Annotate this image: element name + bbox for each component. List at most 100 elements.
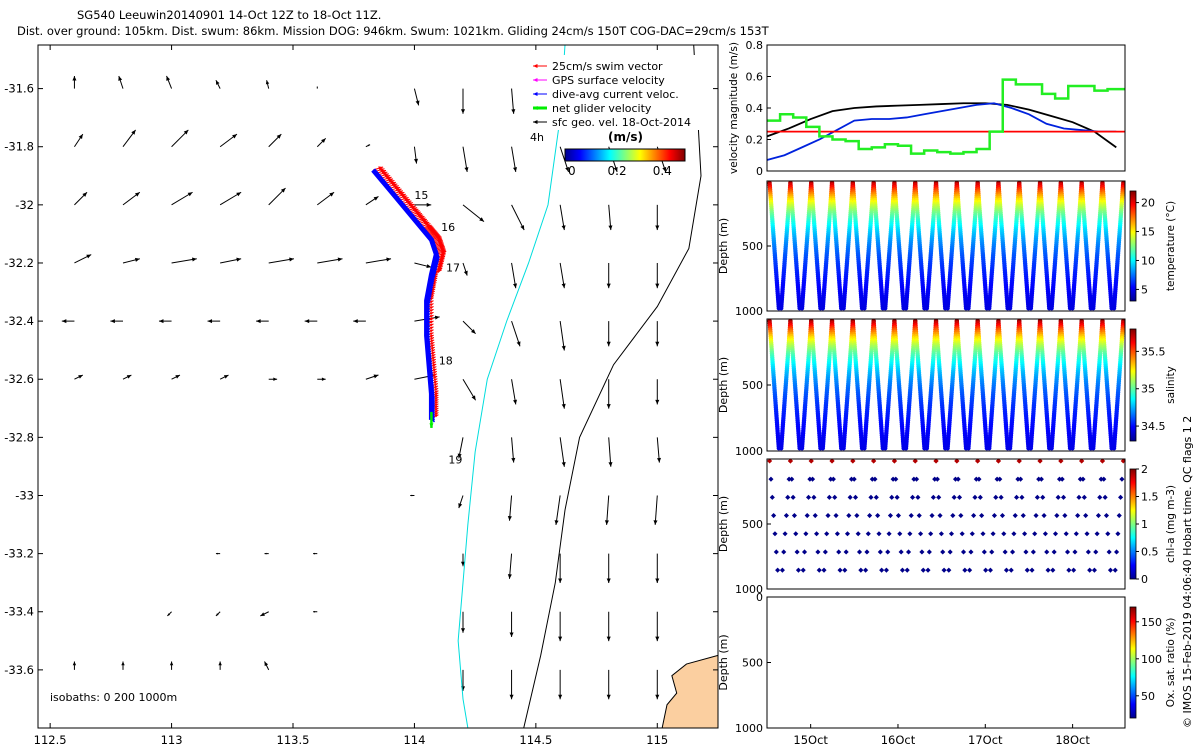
geo-vector-head (509, 632, 514, 637)
swim-vector-head (429, 323, 434, 327)
geo-vector-head (72, 661, 77, 666)
geo-vector-head (313, 552, 315, 555)
geo-vector-head (78, 375, 83, 379)
geo-vector-head (513, 399, 518, 405)
geo-vector (655, 379, 660, 405)
y-tick-label: -33.2 (4, 547, 34, 561)
geo-vector-shaft (608, 437, 612, 467)
swim-vector-head (434, 399, 439, 403)
geo-vector-head (215, 613, 219, 616)
geo-vector-head (604, 520, 609, 525)
geo-vector (511, 437, 516, 463)
geo-vector (122, 257, 140, 264)
data-point (841, 445, 846, 451)
geo-vector-head (655, 341, 660, 347)
geo-vector (413, 146, 418, 164)
swim-vector-head (429, 315, 434, 318)
title-line-1: SG540 Leeuwin20140901 14-Oct 12Z to 18-O… (77, 8, 381, 22)
geo-vector (215, 611, 221, 617)
isobath-1000m (523, 44, 702, 729)
geo-vector (558, 669, 563, 700)
data-point (1070, 306, 1075, 311)
x-tick-label: 113 (161, 733, 183, 747)
geo-vector-head (276, 134, 282, 139)
swim-vector-head (433, 376, 438, 380)
data-point (799, 445, 805, 451)
x-tick-label: 114 (403, 733, 425, 747)
geo-vector-head (606, 341, 611, 347)
geo-vector-head (606, 283, 611, 289)
geo-vector-head (606, 636, 611, 642)
swim-vector-head (429, 303, 434, 307)
geo-vector (316, 191, 335, 206)
dac-vector-head (434, 267, 437, 270)
geo-vector (317, 377, 326, 381)
geo-vector (460, 88, 466, 114)
geo-vector-head (561, 462, 566, 467)
geo-vector-head (215, 552, 218, 555)
dac-vector-head (435, 264, 438, 267)
geo-vector (122, 129, 137, 148)
geo-vector (158, 319, 172, 324)
geo-vector-shaft (559, 321, 565, 351)
geo-vector-head (304, 319, 310, 324)
geo-vector-head (158, 319, 164, 324)
data-point (820, 306, 826, 311)
swim-vector-head (429, 329, 434, 333)
data-point (1028, 306, 1034, 311)
speed-colorbar: 4h (m/s) 0 0.2 0.4 (530, 130, 686, 178)
legend-label: net glider velocity (552, 102, 652, 115)
y-tick-label: -32.4 (4, 314, 34, 328)
swim-vector-head (429, 306, 434, 310)
geo-vector (268, 133, 282, 148)
geo-vector-head (470, 329, 476, 334)
geo-vector-head (82, 192, 88, 197)
swim-vector-head (434, 392, 439, 396)
geo-vector-head (232, 134, 237, 139)
map-y-axis: -31.6-31.8-32-32.2-32.4-32.6-32.8-33-33.… (4, 82, 718, 677)
dac-vector-head (436, 258, 439, 262)
x-tick-label: 112.5 (34, 733, 67, 747)
geo-vector (606, 553, 611, 584)
swim-vector-head (429, 320, 434, 324)
colorbar-unit: (m/s) (608, 130, 643, 144)
swim-vector-head (432, 282, 437, 286)
geo-vector-head (471, 395, 476, 401)
swim-vector-head (433, 280, 437, 284)
swim-vector-head (429, 332, 434, 336)
geo-vector-head (134, 257, 140, 262)
geo-vector-head (606, 404, 611, 409)
geo-vector-head (513, 283, 518, 289)
isobaths (457, 44, 702, 729)
geo-vector (353, 319, 366, 324)
figure-title: SG540 Leeuwin20140901 14-Oct 12Z to 18-O… (17, 8, 770, 38)
geo-vector (462, 320, 476, 335)
swim-vector-head (430, 293, 435, 297)
geo-vector (558, 553, 563, 584)
geo-vector-head (662, 167, 667, 172)
geo-vector-head (513, 167, 518, 172)
swim-vector-head (429, 300, 434, 304)
geo-vector (559, 262, 566, 289)
colorbar-note: 4h (530, 131, 544, 144)
geo-vector-head (134, 192, 140, 197)
velocity-ylabel: velocity magnitude (m/s) (728, 42, 740, 174)
swim-vector-head (434, 408, 439, 411)
geo-vector (511, 320, 521, 347)
geo-vector (559, 379, 566, 409)
geo-vector (460, 611, 466, 633)
geo-vector-head (353, 319, 358, 324)
swim-vector-head (434, 388, 439, 392)
geo-vector (264, 552, 269, 555)
geo-vector-head (558, 578, 563, 584)
geo-vector-head (118, 75, 123, 81)
swim-vector-head (432, 366, 437, 370)
geo-vector-head (511, 109, 516, 114)
legend-label: dive-avg current veloc. (552, 88, 679, 101)
swim-vector-head (434, 405, 439, 409)
swim-vector-head (431, 347, 435, 350)
